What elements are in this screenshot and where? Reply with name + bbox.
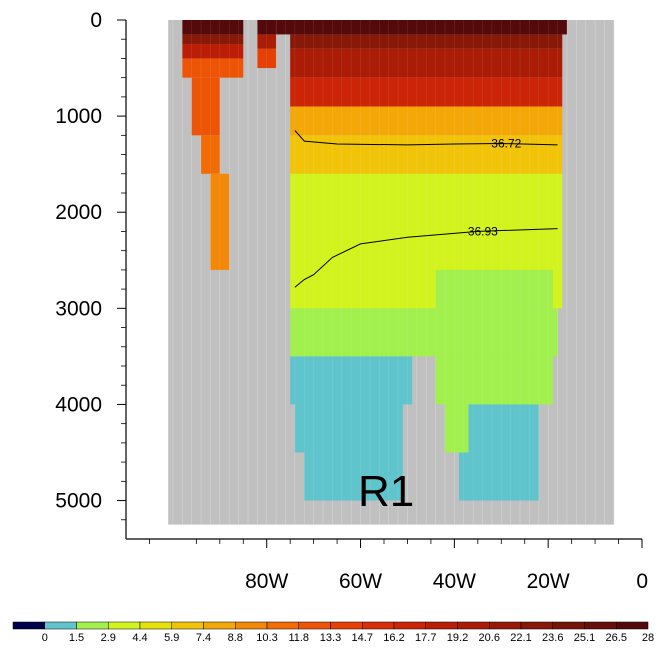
heat-cell xyxy=(290,48,563,78)
colorbar: 0 1.5 2.9 4.4 5.9 7.4 8.8 10.3 11.8 13.3 14.7 16.2 1… xyxy=(12,621,654,644)
colorbar-label: 19.2 xyxy=(447,632,468,644)
contour-line xyxy=(294,130,558,146)
colorbar-swatch xyxy=(12,621,45,630)
colorbar-label: 7.4 xyxy=(196,632,211,644)
heat-cell xyxy=(444,404,469,453)
colorbar-label: 17.7 xyxy=(415,632,436,644)
heat-cell xyxy=(468,404,539,453)
colorbar-swatch xyxy=(203,621,236,630)
colorbar-label: 2.9 xyxy=(101,632,116,644)
colorbar-label: 26.5 xyxy=(606,632,627,644)
colorbar-swatch xyxy=(108,621,141,630)
colorbar-swatch xyxy=(139,621,172,630)
heat-cell xyxy=(182,34,244,45)
y-tick-label: 4000 xyxy=(55,393,102,416)
y-tick-label: 0 xyxy=(90,9,102,32)
colorbar-label: 1.5 xyxy=(69,632,84,644)
colorbar-label: 5.9 xyxy=(164,632,179,644)
tick-labels: 0 1000 2000 3000 4000 5000 80W 60W 40W 20W 0 xyxy=(55,9,648,593)
y-tick-label: 1000 xyxy=(55,105,102,128)
colorbar-label: 16.2 xyxy=(383,632,404,644)
colorbar-label: 11.8 xyxy=(288,632,309,644)
x-tick-label: 80W xyxy=(245,570,288,593)
heat-cell xyxy=(257,20,277,35)
colorbar-label: 28 xyxy=(642,632,654,644)
heat-cell xyxy=(290,77,563,107)
colorbar-label: 20.6 xyxy=(479,632,500,644)
x-tick-label: 40W xyxy=(433,570,476,593)
y-tick-label: 2000 xyxy=(55,201,102,224)
heat-cell xyxy=(304,452,403,501)
colorbar-swatch xyxy=(171,621,204,630)
heat-cell xyxy=(182,58,244,78)
colorbar-swatch xyxy=(584,621,617,630)
contour-lines: 36.72 36.93 xyxy=(294,130,558,288)
heat-cell xyxy=(257,34,277,49)
colorbar-label: 22.1 xyxy=(510,632,531,644)
colorbar-swatch xyxy=(489,621,522,630)
colorbar-label: 0 xyxy=(42,632,48,644)
colorbar-label: 4.4 xyxy=(132,632,147,644)
heat-cell xyxy=(182,44,244,59)
colorbar-swatch xyxy=(616,621,649,630)
colorbar-label: 23.6 xyxy=(542,632,563,644)
heat-cell xyxy=(290,356,413,405)
heat-cell xyxy=(257,48,277,69)
heat-cell xyxy=(290,308,558,357)
colorbar-swatch xyxy=(266,621,299,630)
y-tick-label: 5000 xyxy=(55,490,102,513)
colorbar-swatch xyxy=(520,621,553,630)
axes xyxy=(117,19,643,548)
colorbar-swatch xyxy=(362,621,395,630)
colorbar-swatch xyxy=(235,621,268,630)
colorbar-swatch xyxy=(76,621,109,630)
colorbar-swatch xyxy=(44,621,77,630)
heat-cell xyxy=(210,173,230,270)
ocean-cells xyxy=(168,20,615,525)
heat-cell xyxy=(191,77,220,136)
heat-cell xyxy=(435,269,553,309)
colorbar-swatch xyxy=(330,621,363,630)
contour-line xyxy=(294,228,558,288)
x-tick-label: 60W xyxy=(339,570,382,593)
colorbar-swatch xyxy=(457,621,490,630)
y-tick-label: 3000 xyxy=(55,297,102,320)
colorbar-label: 25.1 xyxy=(574,632,595,644)
colorbar-label: 13.3 xyxy=(320,632,341,644)
x-tick-label: 0 xyxy=(636,570,648,593)
colorbar-label: 10.3 xyxy=(256,632,277,644)
heat-cell xyxy=(294,404,403,453)
contour-label: 36.72 xyxy=(491,137,521,151)
heat-cell xyxy=(290,135,563,174)
colorbar-swatch xyxy=(552,621,585,630)
colorbar-swatch xyxy=(425,621,458,630)
region-annotation: R1 xyxy=(358,467,414,516)
heat-cell xyxy=(290,34,563,49)
heat-cell xyxy=(435,356,553,405)
heat-cell xyxy=(276,20,567,35)
heat-cell xyxy=(290,106,563,136)
x-tick-label: 20W xyxy=(527,570,570,593)
colorbar-label: 8.8 xyxy=(228,632,243,644)
colorbar-swatch xyxy=(298,621,331,630)
heat-cell xyxy=(201,135,220,174)
heat-cell xyxy=(459,452,539,501)
colorbar-label: 14.7 xyxy=(352,632,373,644)
colorbar-swatch xyxy=(393,621,426,630)
heat-cell xyxy=(182,20,244,35)
contour-label: 36.93 xyxy=(468,224,498,238)
